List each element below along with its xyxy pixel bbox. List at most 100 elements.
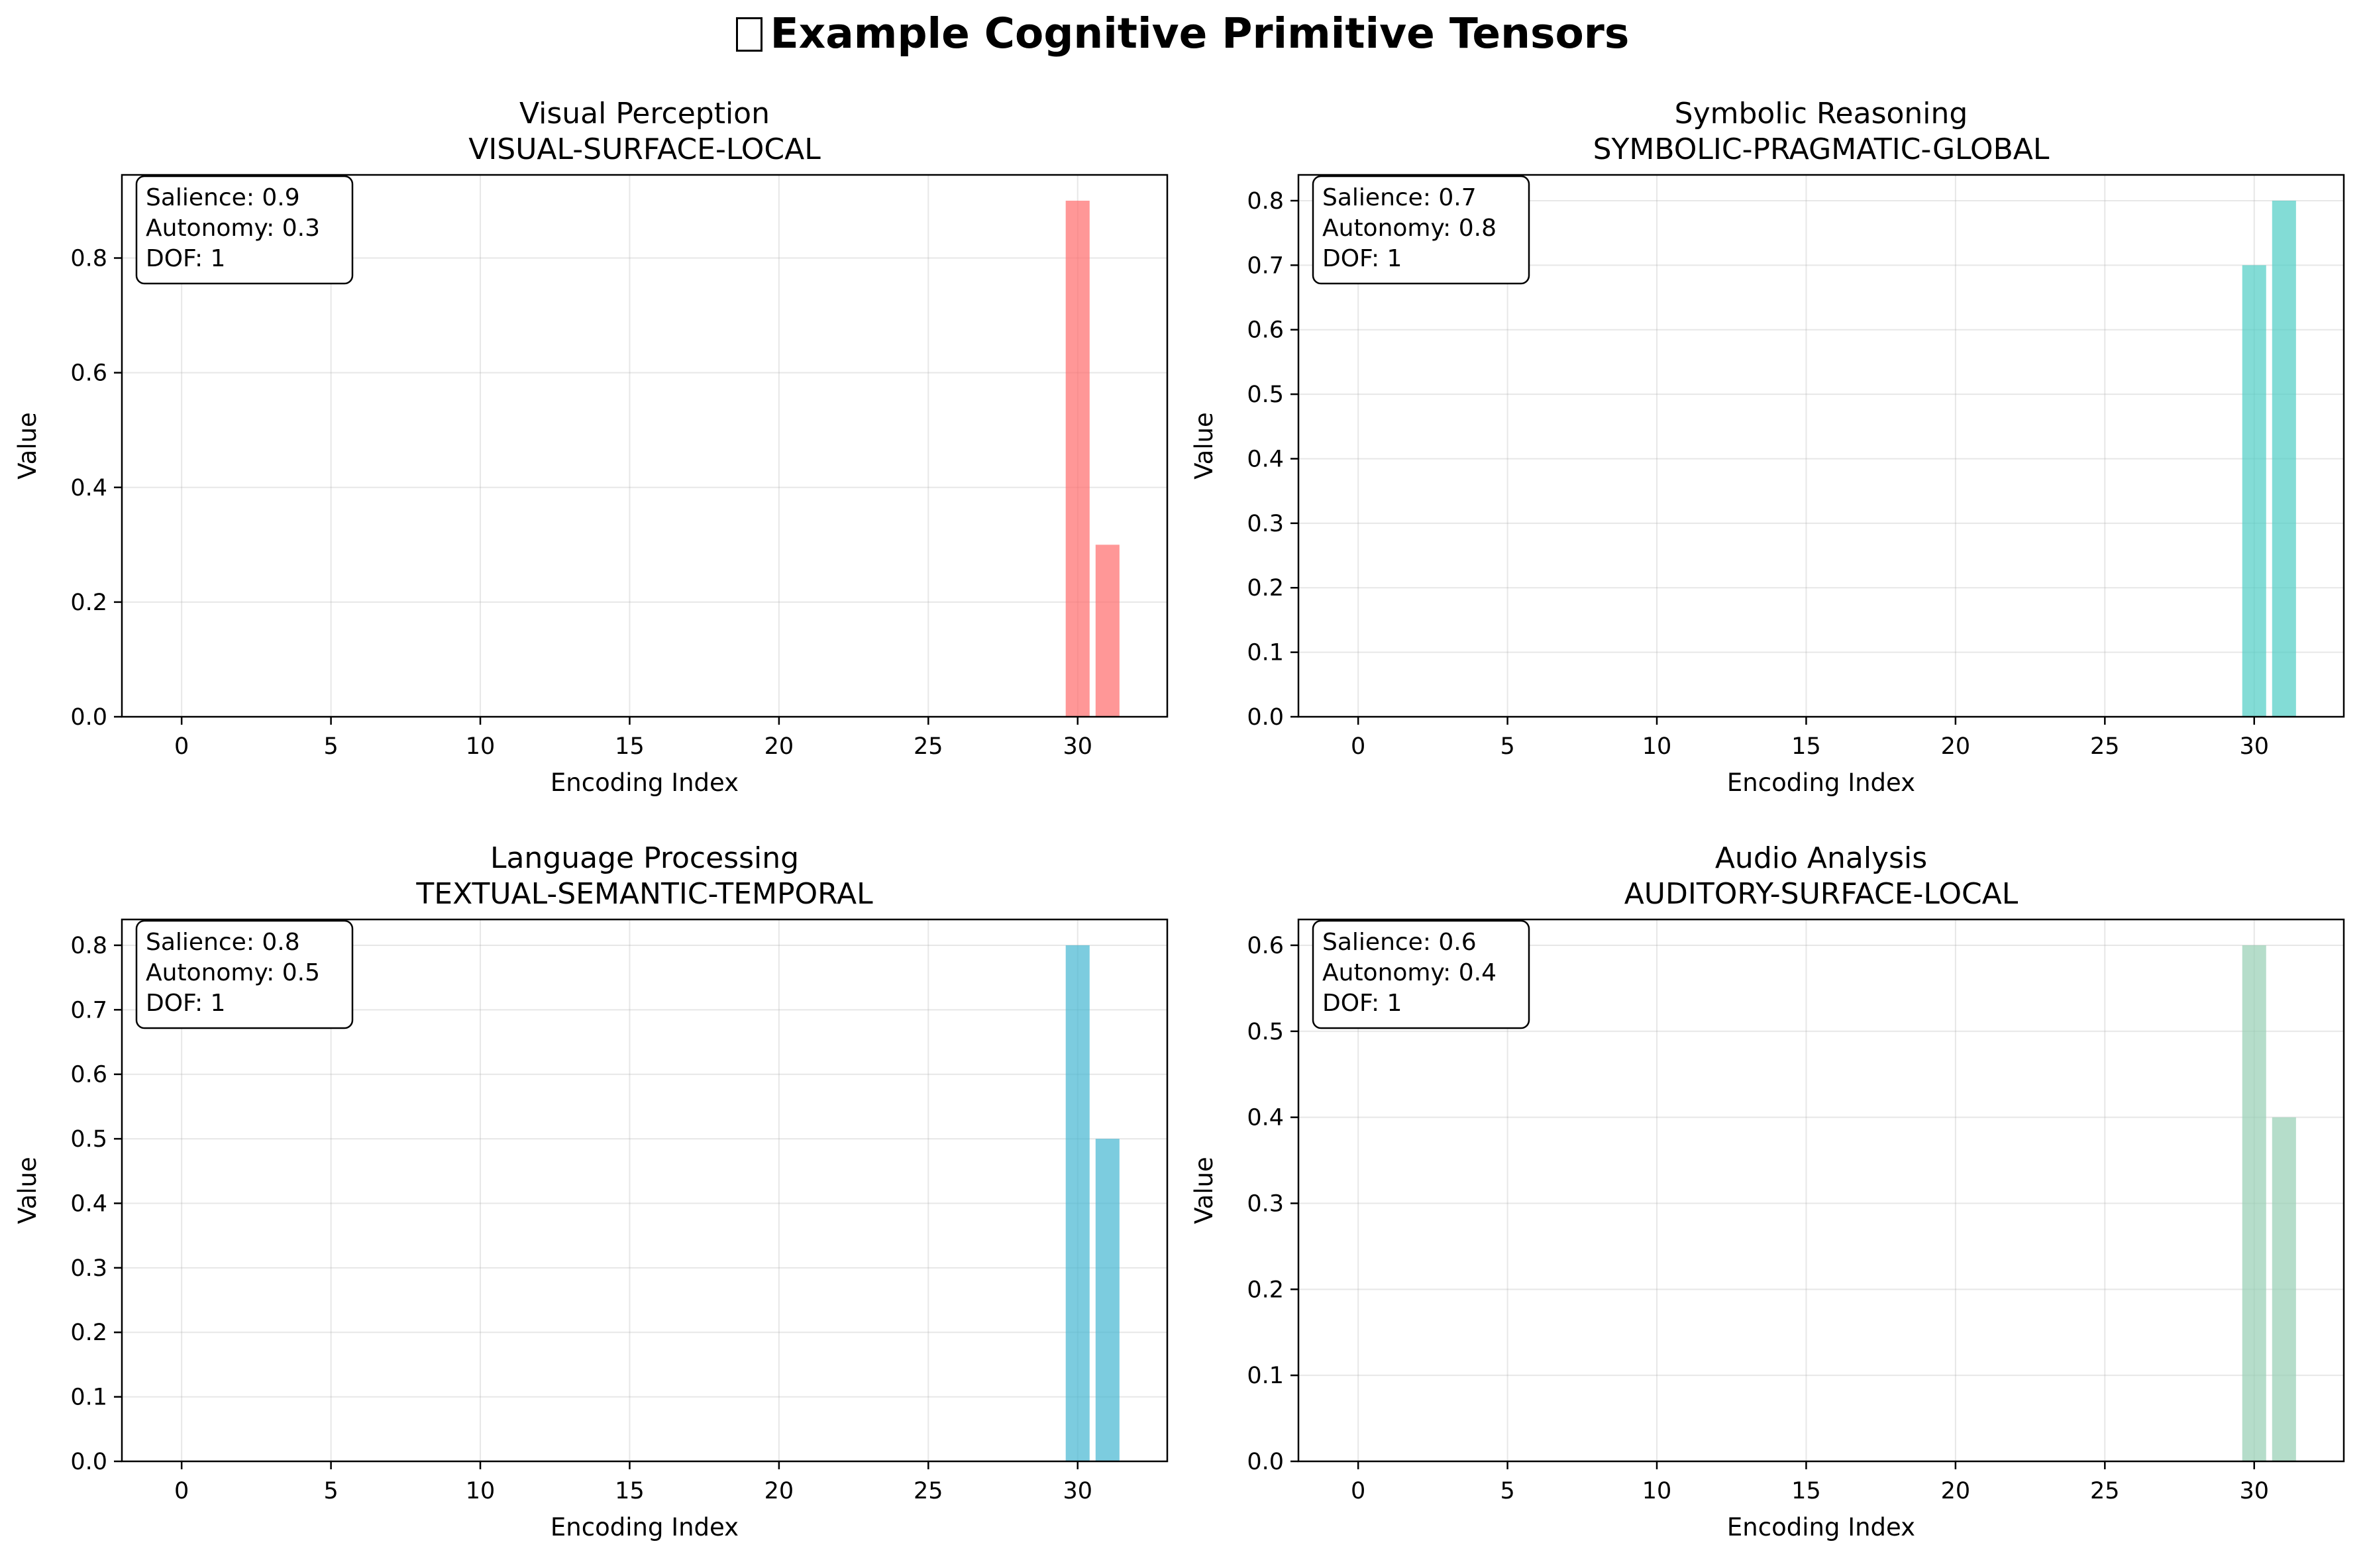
y-axis-label: Value (13, 412, 42, 480)
y-axis-label: Value (13, 1157, 42, 1224)
y-tick-label: 0.2 (70, 590, 107, 616)
plot-frame (1297, 174, 2345, 718)
bar-index-31[interactable] (1095, 545, 1120, 717)
x-tick-label: 10 (1642, 733, 1672, 760)
chart-title: Audio Analysis (1715, 841, 1927, 875)
x-tick-label: 0 (1351, 733, 1365, 760)
figure-title: Example Cognitive Primitive Tensors (0, 9, 2365, 58)
x-tick-label: 30 (2239, 1478, 2269, 1504)
y-tick-label: 0.0 (1247, 704, 1284, 731)
plot-frame (121, 174, 1169, 718)
stats-annotation-line: Salience: 0.9 (146, 184, 300, 211)
chart-subtitle: TEXTUAL-SEMANTIC-TEMPORAL (415, 877, 873, 911)
y-tick-label: 0.4 (70, 475, 107, 501)
y-tick-label: 0.0 (1247, 1449, 1284, 1475)
y-tick-label: 0.1 (70, 1385, 107, 1411)
x-tick-label: 15 (1791, 1478, 1821, 1504)
x-tick-label: 25 (914, 1478, 943, 1504)
chart-panel-4: 0 5 10 15 20 25 30 0.0 0.1 0.2 0.3 0.4 0.5 0.6 Encodin… (1190, 841, 2345, 1542)
bar-index-30[interactable] (1065, 945, 1090, 1461)
x-tick-label: 25 (2090, 1478, 2120, 1504)
stats-annotation-line: Autonomy: 0.3 (146, 215, 320, 242)
y-tick-label: 0.6 (70, 360, 107, 387)
bar-index-31[interactable] (2272, 200, 2296, 717)
stats-annotation-box (1312, 175, 1530, 285)
y-tick-label: 0.5 (1247, 1019, 1284, 1045)
stats-annotation-line: Salience: 0.7 (1322, 184, 1477, 211)
y-tick-label: 0.1 (1247, 640, 1284, 666)
y-tick-label: 0.4 (70, 1190, 107, 1217)
x-tick-label: 0 (174, 1478, 189, 1504)
y-tick-label: 0.6 (1247, 933, 1284, 959)
x-tick-label: 15 (1791, 733, 1821, 760)
bar-index-30[interactable] (2242, 265, 2266, 717)
stats-annotation-box (1312, 919, 1530, 1029)
x-tick-label: 0 (174, 733, 189, 760)
y-axis-label: Value (1190, 412, 1218, 480)
plot-frame (121, 918, 1169, 1463)
bar-index-30[interactable] (2242, 945, 2266, 1461)
chart-title: Language Processing (490, 841, 799, 875)
bar-index-31[interactable] (1095, 1139, 1120, 1461)
x-tick-label: 20 (1941, 1478, 1971, 1504)
x-tick-label: 20 (764, 1478, 794, 1504)
stats-annotation-line: DOF: 1 (1322, 245, 1402, 272)
x-axis-label: Encoding Index (551, 768, 739, 797)
bar-index-31[interactable] (2272, 1117, 2296, 1461)
missing-glyph-icon (735, 17, 762, 52)
stats-annotation-line: Salience: 0.8 (146, 929, 300, 956)
chart-panel-1: 0 5 10 15 20 25 30 0.0 0.2 0.4 0.6 0.8 Encoding Inde… (13, 97, 1169, 797)
x-tick-label: 5 (323, 1478, 338, 1504)
x-tick-label: 30 (1063, 1478, 1092, 1504)
stats-annotation-line: DOF: 1 (1322, 990, 1402, 1017)
y-tick-label: 0.0 (70, 704, 107, 731)
y-tick-label: 0.6 (70, 1062, 107, 1088)
plot-frame (1297, 918, 2345, 1463)
stats-annotation-line: Autonomy: 0.4 (1322, 959, 1497, 986)
chart-subtitle: SYMBOLIC-PRAGMATIC-GLOBAL (1593, 132, 2050, 166)
stats-annotation-box (135, 919, 354, 1029)
y-tick-label: 0.5 (1247, 382, 1284, 408)
stats-annotation-line: DOF: 1 (146, 245, 225, 272)
chart-title: Symbolic Reasoning (1675, 97, 1968, 131)
x-tick-label: 10 (466, 1478, 496, 1504)
bar-index-30[interactable] (1065, 200, 1090, 717)
x-tick-label: 10 (466, 733, 496, 760)
stats-annotation-line: Autonomy: 0.8 (1322, 215, 1497, 242)
y-tick-label: 0.2 (1247, 575, 1284, 601)
figure-title-text: Example Cognitive Primitive Tensors (770, 9, 1630, 58)
y-tick-label: 0.0 (70, 1449, 107, 1475)
x-tick-label: 15 (615, 733, 645, 760)
y-tick-label: 0.4 (1247, 446, 1284, 472)
y-tick-label: 0.8 (70, 933, 107, 959)
y-tick-label: 0.7 (1247, 252, 1284, 279)
y-tick-label: 0.3 (70, 1255, 107, 1282)
stats-annotation-line: Autonomy: 0.5 (146, 959, 320, 986)
y-tick-label: 0.7 (70, 997, 107, 1023)
chart-title: Visual Perception (519, 97, 770, 131)
y-tick-label: 0.2 (1247, 1277, 1284, 1303)
y-tick-label: 0.4 (1247, 1105, 1284, 1131)
x-tick-label: 5 (1500, 1478, 1514, 1504)
x-tick-label: 20 (764, 733, 794, 760)
x-tick-label: 30 (2239, 733, 2269, 760)
y-axis-label: Value (1190, 1157, 1218, 1224)
x-axis-label: Encoding Index (1727, 768, 1915, 797)
x-axis-label: Encoding Index (1727, 1513, 1915, 1542)
x-tick-label: 20 (1941, 733, 1971, 760)
x-tick-label: 30 (1063, 733, 1092, 760)
y-tick-label: 0.3 (1247, 511, 1284, 537)
y-tick-label: 0.3 (1247, 1190, 1284, 1217)
chart-panel-3: 0 5 10 15 20 25 30 0.0 0.1 0.2 0.3 0.4 0.5 0.6 0.7 0.8 E… (13, 841, 1169, 1542)
x-tick-label: 15 (615, 1478, 645, 1504)
x-tick-label: 25 (2090, 733, 2120, 760)
stats-annotation-box (135, 175, 354, 285)
y-tick-label: 0.8 (70, 246, 107, 272)
y-tick-label: 0.5 (70, 1126, 107, 1153)
y-tick-label: 0.8 (1247, 188, 1284, 215)
chart-panel-2: 0 5 10 15 20 25 30 0.0 0.1 0.2 0.3 0.4 0.5 0.6 0.7 0.8 E… (1190, 97, 2345, 797)
x-tick-label: 25 (914, 733, 943, 760)
y-tick-label: 0.1 (1247, 1363, 1284, 1389)
y-tick-label: 0.6 (1247, 317, 1284, 344)
